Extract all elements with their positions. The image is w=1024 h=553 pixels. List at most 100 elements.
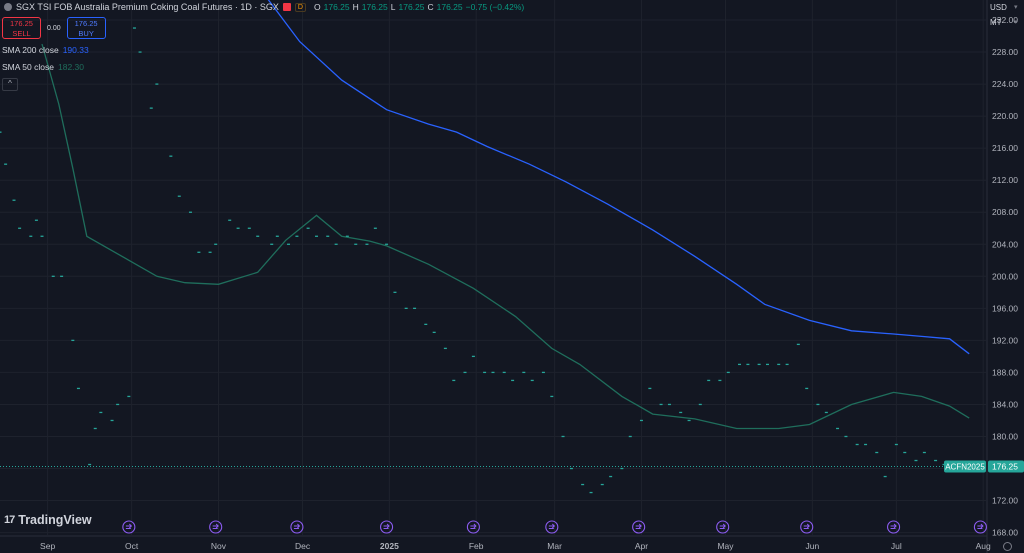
last-price-symbol-tag: [944, 460, 986, 473]
series-layer: [0, 0, 970, 494]
event-circle: [887, 520, 901, 534]
event-icon: [973, 520, 987, 534]
time-tick-label: Sep: [40, 541, 55, 551]
price-tick-label: 200.00: [992, 271, 1018, 281]
event-icon: [290, 520, 304, 534]
time-axis[interactable]: Sep Oct Nov Dec 2025 Feb Mar Apr May Jun Jul Aug: [40, 541, 991, 551]
time-tick-label: Feb: [469, 541, 484, 551]
chevron-down-icon: ▾: [1014, 19, 1018, 26]
time-tick-label: Mar: [547, 541, 562, 551]
indicator-sma50-label: SMA 50 close: [2, 62, 54, 72]
event-arrow: [635, 523, 642, 529]
high-label: H: [352, 2, 359, 12]
last-price-label: 176.25: [992, 462, 1018, 472]
price-tick-label: 228.00: [992, 47, 1018, 57]
symbol-title[interactable]: SGX TSI FOB Australia Premium Coking Coa…: [16, 2, 279, 12]
event-circle: [466, 520, 480, 534]
sma50-line: [41, 43, 970, 430]
indicator-sma50-value: 182.30: [57, 62, 84, 72]
event-icon: [122, 520, 136, 534]
price-tick-label: 196.00: [992, 303, 1018, 313]
sell-label: SELL: [12, 29, 31, 38]
currency-selector[interactable]: USD ▾: [990, 3, 1018, 12]
buy-button[interactable]: 176.25 BUY: [66, 17, 106, 39]
indicator-sma200-label: SMA 200 close: [2, 45, 59, 55]
event-circle: [632, 520, 646, 534]
event-icon: [209, 520, 223, 534]
chart-header: SGX TSI FOB Australia Premium Coking Coa…: [0, 0, 524, 14]
price-tick-label: 216.00: [992, 143, 1018, 153]
event-circle: [973, 520, 987, 534]
last-price-tag: [988, 460, 1024, 473]
price-tick-label: 180.00: [992, 431, 1018, 441]
last-price-symbol-label: ACFN2025: [945, 463, 985, 472]
open-label: O: [313, 2, 321, 12]
price-tick-label: 212.00: [992, 175, 1018, 185]
time-tick-label: May: [717, 541, 734, 551]
indicator-sma200[interactable]: SMA 200 close 190.33: [2, 45, 89, 55]
event-arrow: [548, 523, 556, 529]
price-tick-label: 172.00: [992, 496, 1018, 506]
unit-label: MT: [990, 18, 1002, 27]
price-axis[interactable]: 232.00 228.00 224.00 220.00 216.00 212.00 208.…: [992, 15, 1018, 538]
event-arrow: [293, 523, 301, 529]
event-icon: [466, 520, 480, 534]
close-label: C: [427, 2, 434, 12]
time-tick-label: 2025: [380, 541, 399, 551]
price-tick-label: 188.00: [992, 367, 1018, 377]
price-tick-label: 220.00: [992, 111, 1018, 121]
event-icon: [380, 520, 394, 534]
price-tick-label: 224.00: [992, 79, 1018, 89]
time-tick-label: Nov: [211, 541, 227, 551]
last-price-group: ACFN2025 176.25: [0, 460, 1024, 473]
high-value: 176.25: [361, 2, 388, 12]
time-tick-label: Jul: [891, 541, 902, 551]
price-tick-label: 204.00: [992, 239, 1018, 249]
price-tick-label: 232.00: [992, 15, 1018, 25]
event-icon: [887, 520, 901, 534]
event-arrow: [977, 523, 984, 529]
market-closed-icon: [282, 3, 291, 11]
collapse-indicators-button[interactable]: ^: [2, 78, 18, 91]
event-arrow: [719, 523, 726, 529]
open-value: 176.25: [323, 2, 350, 12]
tradingview-logo: 17 TradingView: [4, 513, 92, 527]
delayed-badge: D: [294, 2, 306, 12]
event-arrow: [803, 523, 810, 529]
event-circle: [209, 520, 223, 534]
event-icon: [716, 520, 730, 534]
time-tick-label: Aug: [976, 541, 991, 551]
event-circle: [716, 520, 730, 534]
symbol-icon[interactable]: [4, 3, 12, 11]
time-tick-label: Apr: [635, 541, 648, 551]
price-tick-label: 168.00: [992, 528, 1018, 538]
tradingview-logo-text: TradingView: [18, 513, 92, 527]
event-icon: [632, 520, 646, 534]
buy-price: 176.25: [74, 19, 98, 28]
price-tick-label: 208.00: [992, 207, 1018, 217]
settings-icon[interactable]: [1003, 542, 1012, 551]
indicator-sma50[interactable]: SMA 50 close 182.30: [2, 62, 84, 72]
chart-grid: [0, 0, 987, 537]
sell-button[interactable]: 176.25 SELL: [2, 17, 41, 39]
time-tick-label: Oct: [125, 541, 139, 551]
time-tick-label: Dec: [295, 541, 311, 551]
event-circle: [545, 520, 559, 534]
event-circle: [290, 520, 304, 534]
event-circle: [800, 520, 814, 534]
event-icon: [545, 520, 559, 534]
event-arrow: [890, 523, 897, 529]
sell-price: 176.25: [10, 19, 33, 28]
buy-label: BUY: [78, 29, 94, 38]
unit-selector[interactable]: MT ▾: [990, 18, 1018, 27]
event-circle: [122, 520, 136, 534]
chevron-down-icon: ▾: [1014, 4, 1018, 11]
price-tick-label: 192.00: [992, 335, 1018, 345]
event-markers: [122, 520, 987, 534]
low-value: 176.25: [398, 2, 425, 12]
spread-value: 0.00: [47, 24, 61, 32]
event-icon: [800, 520, 814, 534]
tradingview-logo-icon: 17: [4, 514, 15, 526]
trade-buttons: 176.25 SELL 0.00 176.25 BUY: [2, 17, 106, 39]
